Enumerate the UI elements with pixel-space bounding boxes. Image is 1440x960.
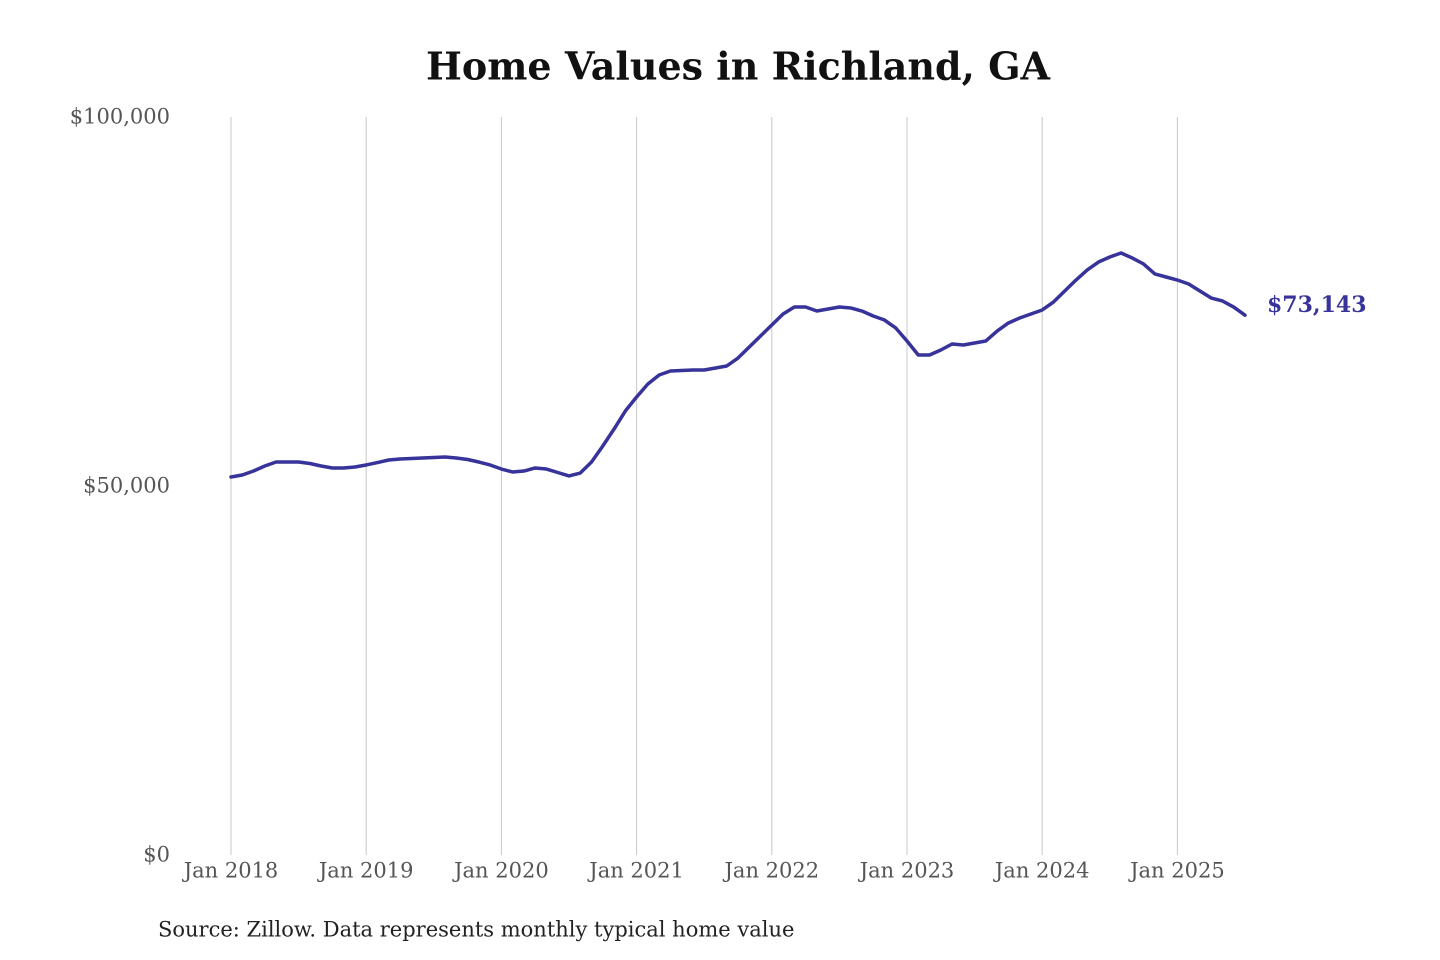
x-tick-label: Jan 2024 — [993, 859, 1090, 883]
data-label: $73,143 — [1267, 292, 1367, 318]
x-tick-label: Jan 2023 — [858, 859, 955, 883]
y-tick-label: $100,000 — [70, 105, 170, 129]
x-tick-label: Jan 2025 — [1128, 859, 1225, 883]
x-tick-label: Jan 2022 — [723, 859, 820, 883]
x-tick-label: Jan 2019 — [317, 859, 414, 883]
y-tick-label: $0 — [143, 843, 170, 867]
x-tick-label: Jan 2018 — [182, 859, 279, 883]
data-line — [229, 251, 1247, 479]
chart-title: Home Values in Richland, GA — [426, 44, 1051, 89]
x-tick-label: Jan 2020 — [452, 859, 549, 883]
source-note: Source: Zillow. Data represents monthly … — [158, 918, 794, 942]
y-tick-label: $50,000 — [83, 474, 170, 498]
x-tick-label: Jan 2021 — [587, 859, 684, 883]
